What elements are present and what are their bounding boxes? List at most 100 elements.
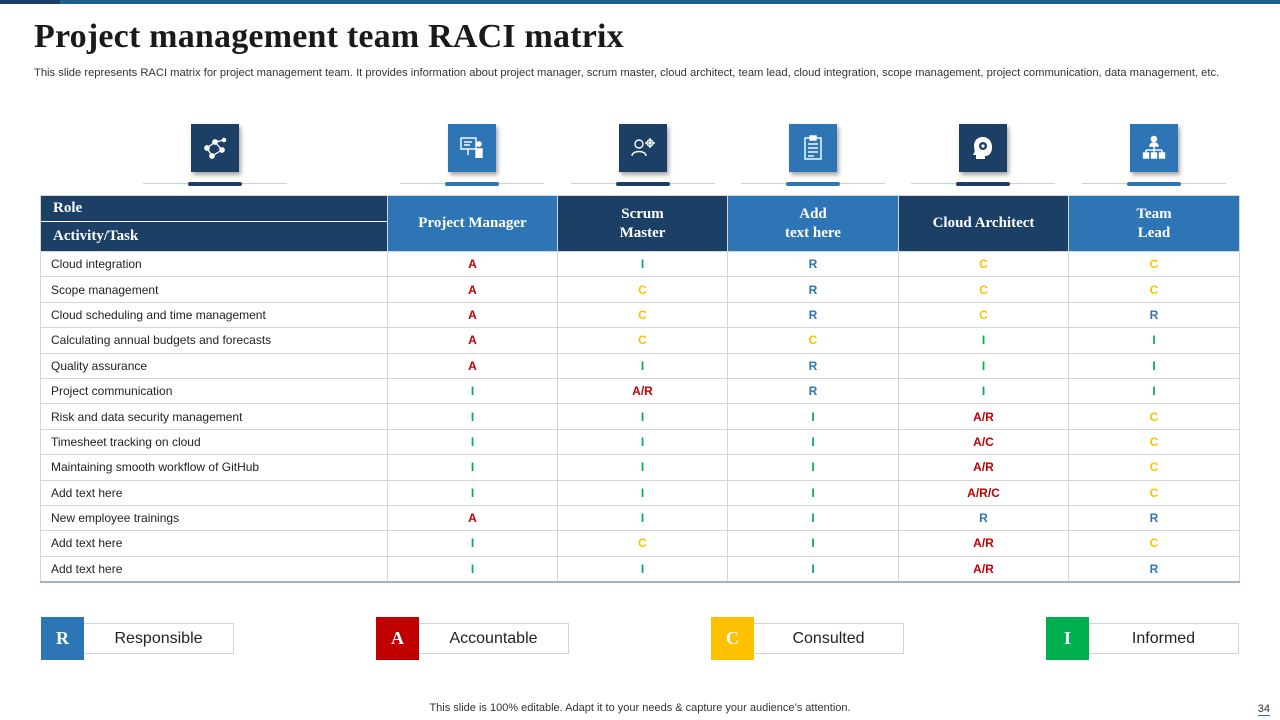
table-row: Maintaining smooth workflow of GitHub I I I… [40,454,1240,481]
table-row: Project communication I A/R R I I [40,377,1240,405]
raci-value-cell: I [727,555,899,583]
column-header-project-manager: Project Manager [387,195,558,252]
activity-task-cell: Add text here [40,555,388,583]
table-row: Add text here I C I A/R C [40,530,1240,557]
raci-value-cell: I [387,403,558,430]
raci-value-cell: I [387,555,558,583]
icon-pill [786,182,840,186]
raci-value-cell: C [557,327,728,354]
raci-value-cell: A/R [557,377,728,405]
raci-value-cell: I [557,250,728,278]
raci-value-cell: C [557,301,728,329]
column-header-line: Project Manager [418,215,527,231]
raci-value-cell: A [387,301,558,329]
raci-value-cell: I [898,377,1069,405]
raci-value-cell: I [557,555,728,583]
raci-value-cell: R [1068,555,1240,583]
legend-label: Responsible [84,623,234,654]
icon-column-role [143,124,313,188]
activity-task-cell: Scope management [40,276,388,303]
role-header: Role [40,195,388,222]
activity-task-cell: Quality assurance [40,352,388,379]
raci-value-cell: R [1068,504,1240,532]
column-header-line: Add [799,205,827,222]
raci-value-cell: I [557,428,728,456]
icon-pill [616,182,670,186]
raci-value-cell: C [898,250,1069,278]
column-header-cloud-architect: Cloud Architect [898,195,1069,252]
raci-value-cell: C [1068,250,1240,278]
raci-value-cell: I [557,403,728,430]
raci-value-cell: I [898,327,1069,354]
table-row: Cloud scheduling and time management A C R C… [40,301,1240,329]
network-nodes-icon [191,124,239,172]
raci-value-cell: C [557,530,728,557]
raci-value-cell: I [727,403,899,430]
raci-value-cell: I [557,504,728,532]
raci-value-cell: I [387,428,558,456]
raci-value-cell: A [387,504,558,532]
raci-value-cell: I [1068,377,1240,405]
raci-value-cell: I [387,454,558,481]
brain-head-icon [959,124,1007,172]
activity-task-header: Activity/Task [40,221,388,252]
activity-task-cell: Add text here [40,479,388,506]
table-row: Risk and data security management I I I A/R C [40,403,1240,430]
activity-task-cell: Risk and data security management [40,403,388,430]
column-header-line: Team [1136,205,1172,222]
raci-value-cell: I [557,352,728,379]
column-header-line: Master [619,224,666,241]
clipboard-checklist-icon [789,124,837,172]
table-row: Add text here I I I A/R/C C [40,479,1240,506]
column-header-line: Lead [1137,224,1171,241]
raci-value-cell: A [387,327,558,354]
raci-value-cell: R [727,250,899,278]
legend-label: Accountable [419,623,569,654]
activity-task-cell: Calculating annual budgets and forecasts [40,327,388,354]
raci-value-cell: A [387,352,558,379]
raci-value-cell: I [727,530,899,557]
column-header-team-lead: Team Lead [1068,195,1240,252]
raci-value-cell: C [1068,403,1240,430]
raci-value-cell: C [898,301,1069,329]
raci-value-cell: A/R [898,454,1069,481]
legend-label: Consulted [754,623,904,654]
activity-task-cell: Project communication [40,377,388,405]
raci-value-cell: R [727,301,899,329]
legend-key-r: R [41,617,84,660]
footer-note: This slide is 100% editable. Adapt it to… [429,702,851,714]
raci-value-cell: R [1068,301,1240,329]
icon-column-3 [741,124,911,188]
table-row: Scope management A C R C C [40,276,1240,303]
raci-value-cell: A [387,250,558,278]
raci-value-cell: I [727,428,899,456]
activity-task-cell: Cloud integration [40,250,388,278]
raci-value-cell: C [898,276,1069,303]
raci-value-cell: C [1068,530,1240,557]
raci-value-cell: I [387,530,558,557]
raci-value-cell: C [1068,428,1240,456]
raci-value-cell: I [727,504,899,532]
raci-value-cell: C [727,327,899,354]
page-number: 34 [1257,703,1270,716]
activity-task-cell: Timesheet tracking on cloud [40,428,388,456]
raci-value-cell: C [557,276,728,303]
raci-value-cell: I [898,352,1069,379]
page-subtitle: This slide represents RACI matrix for pr… [34,67,1220,79]
raci-value-cell: A/C [898,428,1069,456]
raci-value-cell: C [1068,276,1240,303]
activity-task-cell: Cloud scheduling and time management [40,301,388,329]
raci-value-cell: A/R [898,403,1069,430]
raci-value-cell: I [387,479,558,506]
raci-value-cell: C [1068,454,1240,481]
table-row: Cloud integration A I R C C [40,250,1240,278]
icon-pill [445,182,499,186]
legend-key-a: A [376,617,419,660]
raci-table-body: Cloud integration A I R C C Scope management A C… [40,250,1240,583]
raci-value-cell: I [727,479,899,506]
column-header-line: Cloud Architect [932,215,1035,231]
legend-key-i: I [1046,617,1089,660]
raci-value-cell: I [557,479,728,506]
activity-task-cell: New employee trainings [40,504,388,532]
raci-value-cell: A/R [898,530,1069,557]
